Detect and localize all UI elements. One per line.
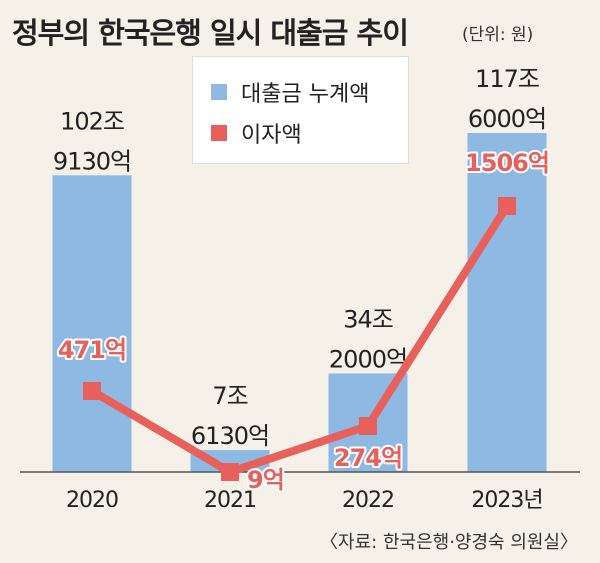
interest-value-label: 1506억 bbox=[465, 149, 549, 177]
interest-point bbox=[83, 382, 101, 400]
interest-point bbox=[498, 197, 516, 215]
interest-point bbox=[359, 417, 377, 435]
bar-value-label: 117조 bbox=[475, 65, 539, 93]
x-tick-label: 2021 bbox=[204, 488, 256, 513]
chart-title: 정부의 한국은행 일시 대출금 추이 bbox=[12, 16, 409, 50]
bar-2020 bbox=[52, 175, 132, 472]
legend: 대출금 누계액 이자액 bbox=[192, 56, 409, 164]
x-tick-label: 2023년 bbox=[471, 488, 542, 513]
legend-item-loans: 대출금 누계액 bbox=[211, 77, 369, 107]
bar-value-label: 9130억 bbox=[53, 147, 131, 175]
interest-value-label: 274억 bbox=[334, 444, 402, 472]
bar-value-label: 102조 bbox=[60, 107, 124, 135]
interest-value-label: 471억 bbox=[58, 336, 126, 364]
legend-swatch-bar bbox=[211, 84, 227, 100]
interest-point bbox=[221, 463, 239, 481]
legend-item-interest: 이자액 bbox=[211, 118, 302, 148]
bar-value-label: 6130억 bbox=[191, 422, 269, 450]
interest-line bbox=[89, 203, 511, 476]
source-note: 〈자료: 한국은행·양경숙 의원실〉 bbox=[320, 532, 578, 553]
interest-value-label: 9억 bbox=[247, 466, 284, 494]
bar-2023년 bbox=[467, 133, 547, 472]
unit-label: (단위: 원) bbox=[462, 25, 534, 45]
bar-value-label: 7조 bbox=[212, 382, 247, 410]
legend-label-loans: 대출금 누계액 bbox=[241, 82, 370, 107]
x-tick-label: 2020 bbox=[66, 488, 118, 513]
bar-value-label: 2000억 bbox=[329, 345, 407, 373]
legend-label-interest: 이자액 bbox=[241, 123, 302, 148]
x-tick-label: 2022 bbox=[342, 488, 394, 513]
legend-swatch-line bbox=[211, 125, 227, 141]
bar-value-label: 34조 bbox=[343, 305, 393, 333]
bar-value-label: 6000억 bbox=[468, 105, 546, 133]
